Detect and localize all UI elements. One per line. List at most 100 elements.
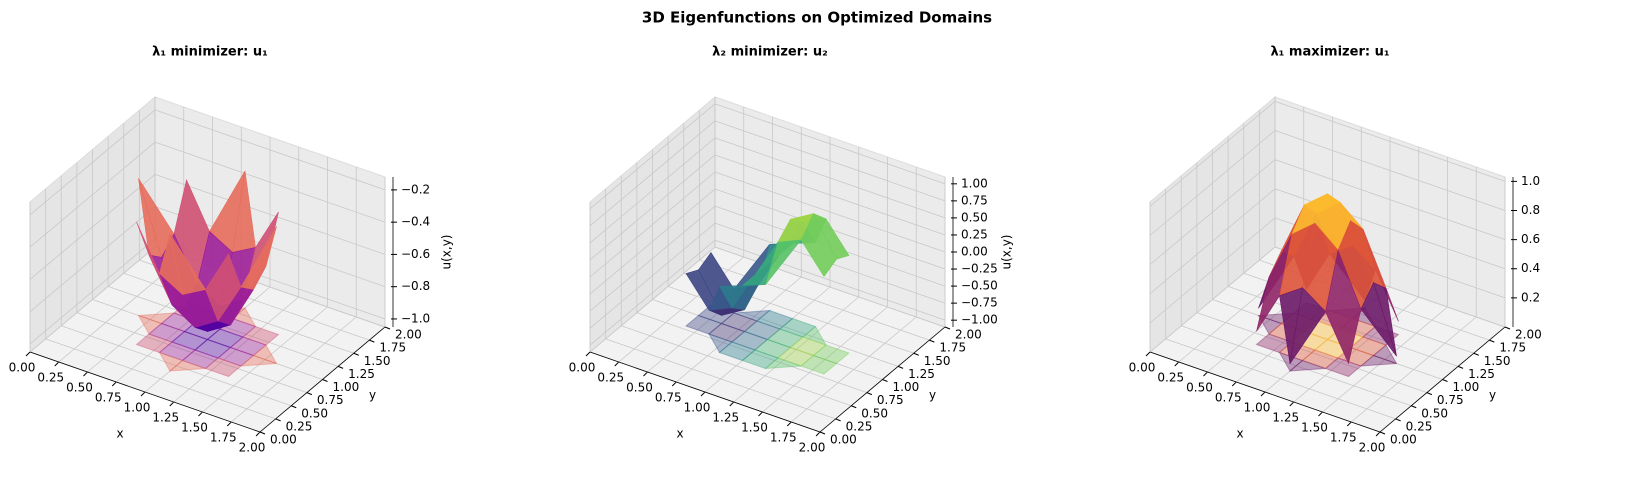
y-tick-label: 0.25 [846,419,873,433]
floor-contour [777,346,815,367]
floor-contour [204,357,242,378]
y-tick-label: 0.00 [830,433,857,447]
floor-contour [229,336,267,357]
x-tick-label: 0.00 [9,361,36,375]
grid-line [1274,130,1506,211]
x-tick [111,381,117,387]
floor-contour [707,333,733,354]
grid-line [714,171,946,253]
y-tick-label: 1.00 [333,380,360,394]
floor-contour [754,338,792,359]
y-tick [275,418,281,422]
grid-line [589,103,716,210]
x-tick [1375,431,1381,437]
floor-contour [1324,357,1362,378]
x-tick [643,371,648,377]
y-tick-label: 0.50 [301,406,328,420]
floor-contour [194,338,232,359]
z-tick-label: −1.00 [961,313,998,327]
grid-line [76,312,308,394]
y-tick-label: 2.00 [955,328,982,342]
x-axis-label: x [1236,427,1243,441]
x-tick-label: 1.00 [1244,401,1271,415]
floor-contour [217,346,255,367]
z-tick-label: −0.2 [401,182,430,196]
y-tick [913,352,919,356]
grid-line [1181,325,1412,407]
y-tick [369,339,375,343]
y-axis-label: y [1489,388,1496,402]
subplot-title: λ₁ maximizer: u₁ [1270,45,1389,60]
floor-contour [800,354,838,375]
grid-line [652,299,883,380]
grid-line [714,154,946,236]
floor-contour [731,330,769,351]
grid-line [29,238,156,345]
x-tick [729,401,735,407]
y-tick-label: 1.50 [924,354,951,368]
z-tick-label: 0.00 [961,245,988,259]
y-tick-label: 0.75 [877,393,904,407]
z-tick-label: 0.25 [961,227,988,241]
x-tick [1203,371,1208,377]
y-tick [322,379,328,382]
y-tick [259,431,266,435]
z-tick-label: −1.0 [401,311,430,325]
grid-line [636,312,868,394]
subplot-title: λ₂ minimizer: u₂ [712,45,828,60]
x-axis [1149,351,1381,433]
surface-cell [169,233,206,295]
x-tick [700,391,706,397]
grid-line [1149,217,1276,324]
x-tick [1145,351,1151,357]
y-tick-label: 0.00 [270,433,297,447]
grid-line [589,154,716,261]
surface-cell [1325,249,1362,365]
y-tick [353,352,359,356]
grid-line [123,272,354,354]
grid-line [714,239,946,321]
y-tick [306,392,313,396]
x-tick-label: 0.25 [37,371,64,385]
y-tick [819,431,826,435]
grid-line [1149,130,1276,236]
z-tick-label: 0.4 [1521,261,1540,275]
floor-contour [1301,349,1339,370]
grid-line [714,103,946,185]
x-tick [585,351,591,357]
grid-line [714,246,946,328]
floor-contour [158,341,196,362]
grid-line [61,325,292,407]
x-tick-label: 0.75 [1215,391,1242,405]
x-tick-label: 0.50 [1186,381,1213,395]
x-tick-label: 1.75 [770,431,797,445]
x-tick-label: 0.50 [66,381,93,395]
x-tick-label: 1.50 [741,421,768,435]
surface-cell [1289,287,1326,364]
y-tick-label: 0.25 [286,419,313,433]
grid-line [621,325,852,407]
y-tick-label: 0.00 [1390,433,1417,447]
x-tick [226,421,232,427]
floor-contour [756,309,794,330]
x-tick [1174,361,1180,367]
x-tick-label: 2.00 [239,441,266,455]
z-tick-label: 0.2 [1521,290,1540,304]
y-tick [1379,431,1386,435]
y-tick-label: 1.50 [1484,354,1511,368]
y-tick [897,365,904,369]
x-tick [25,351,31,357]
y-axis-label: y [369,388,376,402]
grid-line [714,120,946,202]
y-tick-label: 1.00 [893,380,920,394]
floor-contour [764,357,802,370]
floor-contour [1257,314,1283,335]
grid-line [1212,299,1443,380]
floor-contour [1359,354,1397,367]
floor-contour [697,304,735,325]
figure-title: 3D Eigenfunctions on Optimized Domains [642,9,992,27]
x-tick [169,401,175,407]
grid-line [1149,101,1276,207]
y-tick [384,326,391,330]
floor-contour [1288,359,1326,372]
